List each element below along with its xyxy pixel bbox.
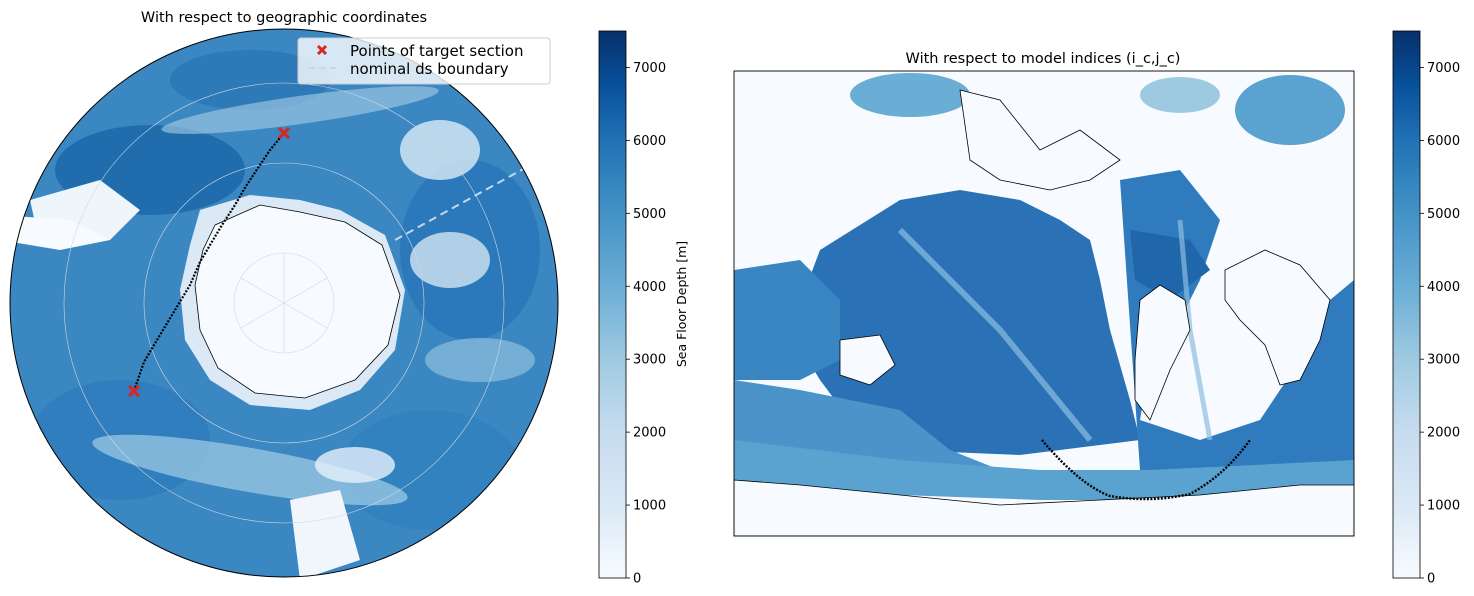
africa-coastline xyxy=(1224,249,1331,386)
nominal-ds-boundary-line xyxy=(394,167,526,241)
model-ocean-pacific xyxy=(790,190,1140,455)
colorbar-2-bar xyxy=(1392,30,1421,579)
model-ocean-southern xyxy=(734,440,1354,500)
north-america-coastline xyxy=(959,89,1121,191)
polar-map xyxy=(10,29,558,577)
colorbar-tick-label: 5000 xyxy=(633,207,666,222)
model-title: With respect to model indices (i_c,j_c) xyxy=(906,51,1181,67)
antarctica-coastline-grid xyxy=(734,479,1354,536)
south-america-coastline xyxy=(1134,284,1191,421)
polar-land-patch xyxy=(290,490,360,577)
polar-ridge xyxy=(92,434,408,506)
colorbar-tick-label: 1000 xyxy=(1427,499,1460,514)
polar-title: With respect to geographic coordinates xyxy=(141,10,427,26)
model-map xyxy=(734,71,1354,536)
colorbar-1-bar xyxy=(598,30,627,579)
model-ocean-indian-west xyxy=(734,260,840,380)
polar-ridge xyxy=(425,338,535,382)
section-endpoint-marker xyxy=(127,384,141,398)
colorbar-2-ticks: 0 1000 2000 3000 4000 5000 6000 7000 xyxy=(1420,61,1460,587)
model-panel: With respect to model indices (i_c,j_c) xyxy=(733,51,1355,537)
colorbar-1-label: Sea Floor Depth [m] xyxy=(674,241,689,367)
colorbar-1-ticks: 0 1000 2000 3000 4000 5000 6000 7000 xyxy=(626,61,666,587)
legend-box xyxy=(297,37,551,85)
polar-gridlines xyxy=(63,82,505,524)
polar-legend: Points of target section nominal ds boun… xyxy=(297,37,551,85)
colorbar-1: 0 1000 2000 3000 4000 5000 6000 7000 Sea Floor … xyxy=(598,30,689,587)
model-ridge xyxy=(897,227,1093,442)
target-section-line xyxy=(132,132,285,392)
colorbar-tick-label: 7000 xyxy=(633,61,666,76)
colorbar-tick-label: 1000 xyxy=(633,499,666,514)
colorbar-tick-label: 0 xyxy=(633,572,641,587)
colorbar-tick-label: 2000 xyxy=(1427,426,1460,441)
model-map-frame xyxy=(733,70,1355,537)
polar-deep-patch xyxy=(170,50,330,110)
colorbar-tick-label: 2000 xyxy=(633,426,666,441)
polar-shallow xyxy=(315,447,395,483)
antarctica-coastline xyxy=(194,204,401,399)
model-ocean-north xyxy=(1235,75,1345,145)
colorbar-tick-label: 7000 xyxy=(1427,61,1460,76)
polar-land-patch xyxy=(10,215,110,250)
colorbar-tick-label: 3000 xyxy=(633,353,666,368)
legend-label-boundary: nominal ds boundary xyxy=(350,60,509,78)
polar-boundary xyxy=(9,28,559,578)
colorbar-tick-label: 0 xyxy=(1427,572,1435,587)
model-ocean-north xyxy=(850,73,970,117)
colorbar-tick-label: 5000 xyxy=(1427,207,1460,222)
colorbar-tick-label: 4000 xyxy=(1427,280,1460,295)
section-endpoint-marker xyxy=(277,126,291,140)
colorbar-tick-label: 4000 xyxy=(633,280,666,295)
colorbar-tick-label: 6000 xyxy=(1427,134,1460,149)
legend-marker-x xyxy=(316,44,328,56)
model-ocean-deep xyxy=(1130,230,1210,300)
polar-shallow xyxy=(400,120,480,180)
legend-label-target-points: Points of target section xyxy=(350,42,523,60)
polar-panel: With respect to geographic coordinates xyxy=(9,10,559,578)
colorbar-tick-label: 6000 xyxy=(633,134,666,149)
colorbar-2: 0 1000 2000 3000 4000 5000 6000 7000 xyxy=(1392,30,1460,587)
colorbar-tick-label: 3000 xyxy=(1427,353,1460,368)
polar-ridge xyxy=(161,86,439,134)
polar-shallow xyxy=(410,232,490,288)
australia-coastline xyxy=(839,334,896,386)
model-ocean-north xyxy=(1140,77,1220,113)
